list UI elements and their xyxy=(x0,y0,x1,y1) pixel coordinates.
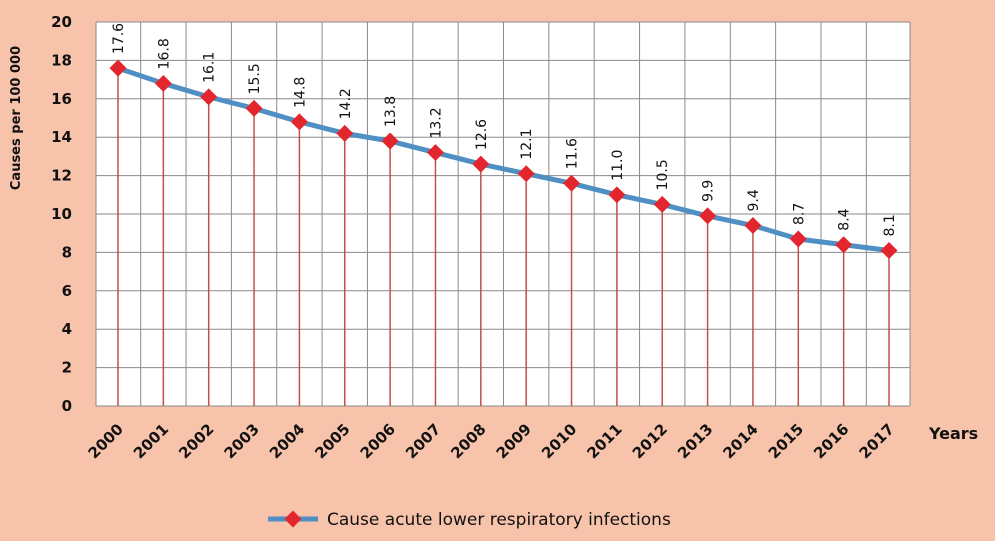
data-point xyxy=(290,113,308,131)
x-tick-label: 2012 xyxy=(629,420,671,462)
legend-marker-swatch xyxy=(284,510,302,528)
data-point xyxy=(381,132,399,150)
x-tick-label: 2004 xyxy=(266,420,308,462)
data-label: 13.2 xyxy=(428,107,444,138)
x-tick-label: 2008 xyxy=(447,420,489,462)
y-axis-label: Causes per 100 000 xyxy=(9,46,24,190)
data-label: 14.2 xyxy=(338,88,354,119)
y-tick-label: 18 xyxy=(51,51,72,69)
x-tick-label: 2013 xyxy=(674,420,716,462)
x-tick-label: 2007 xyxy=(402,420,444,462)
x-tick-label: 2002 xyxy=(175,420,217,462)
data-point xyxy=(653,195,671,213)
y-axis-ticks: 0 2 4 6 8 10 12 14 16 18 20 xyxy=(51,13,72,415)
x-tick-label: 2005 xyxy=(311,420,353,462)
x-tick-label: 2006 xyxy=(357,420,399,462)
y-tick-label: 16 xyxy=(51,90,72,108)
y-tick-label: 6 xyxy=(62,282,72,300)
data-point xyxy=(517,165,535,183)
data-label: 16.8 xyxy=(156,38,172,69)
data-label: 8.1 xyxy=(882,214,898,236)
data-point xyxy=(472,155,490,173)
y-tick-label: 14 xyxy=(51,128,72,146)
data-label: 14.8 xyxy=(292,77,308,108)
x-tick-label: 2016 xyxy=(810,420,852,462)
data-point xyxy=(426,144,444,162)
data-point xyxy=(880,241,898,259)
x-tick-label: 2003 xyxy=(221,420,263,462)
x-tick-label: 2001 xyxy=(130,420,172,462)
legend-entry: Cause acute lower respiratory infections xyxy=(327,510,671,530)
data-label: 12.1 xyxy=(519,129,535,160)
x-tick-label: 2010 xyxy=(538,420,580,462)
data-point xyxy=(789,230,807,248)
x-tick-label: 2017 xyxy=(856,420,898,462)
data-point xyxy=(744,217,762,235)
data-point xyxy=(699,207,717,225)
data-point xyxy=(835,236,853,254)
data-label: 9.9 xyxy=(701,180,717,202)
data-label: 15.5 xyxy=(247,63,263,94)
x-tick-label: 2015 xyxy=(765,420,807,462)
y-tick-label: 8 xyxy=(62,243,72,261)
legend: Cause acute lower respiratory infections xyxy=(268,510,671,530)
data-label: 8.7 xyxy=(791,203,807,225)
data-label: 17.6 xyxy=(111,23,127,54)
data-label: 12.6 xyxy=(474,119,490,150)
drop-lines xyxy=(117,68,890,406)
x-tick-label: 2011 xyxy=(583,420,625,462)
x-axis-ticks: 2000 2001 2002 2003 2004 2005 2006 2007 2008 2009… xyxy=(85,420,898,462)
y-tick-label: 20 xyxy=(51,13,72,31)
y-tick-label: 10 xyxy=(51,205,72,223)
data-label: 8.4 xyxy=(837,208,853,230)
data-point xyxy=(608,186,626,204)
grid-lines xyxy=(95,21,911,407)
x-tick-label: 2000 xyxy=(85,420,127,462)
y-tick-label: 4 xyxy=(62,320,72,338)
data-point xyxy=(200,88,218,106)
series-line xyxy=(117,65,890,253)
data-point xyxy=(245,99,263,117)
data-point xyxy=(154,74,172,92)
x-tick-label: 2009 xyxy=(493,420,535,462)
data-label: 13.8 xyxy=(383,96,399,127)
x-axis-label: Years xyxy=(928,424,978,443)
data-label: 9.4 xyxy=(746,189,762,211)
x-tick-label: 2014 xyxy=(720,420,762,462)
data-label: 11.6 xyxy=(565,138,581,169)
y-tick-label: 2 xyxy=(62,359,72,377)
data-label: 10.5 xyxy=(655,159,671,190)
y-tick-label: 12 xyxy=(51,167,72,185)
data-label: 11.0 xyxy=(610,150,626,181)
data-labels: 17.6 16.8 16.1 15.5 14.8 14.2 13.8 13.2 12.6 12.1… xyxy=(111,23,898,237)
data-label: 16.1 xyxy=(202,52,218,83)
y-tick-label: 0 xyxy=(62,397,72,415)
data-point xyxy=(563,174,581,192)
